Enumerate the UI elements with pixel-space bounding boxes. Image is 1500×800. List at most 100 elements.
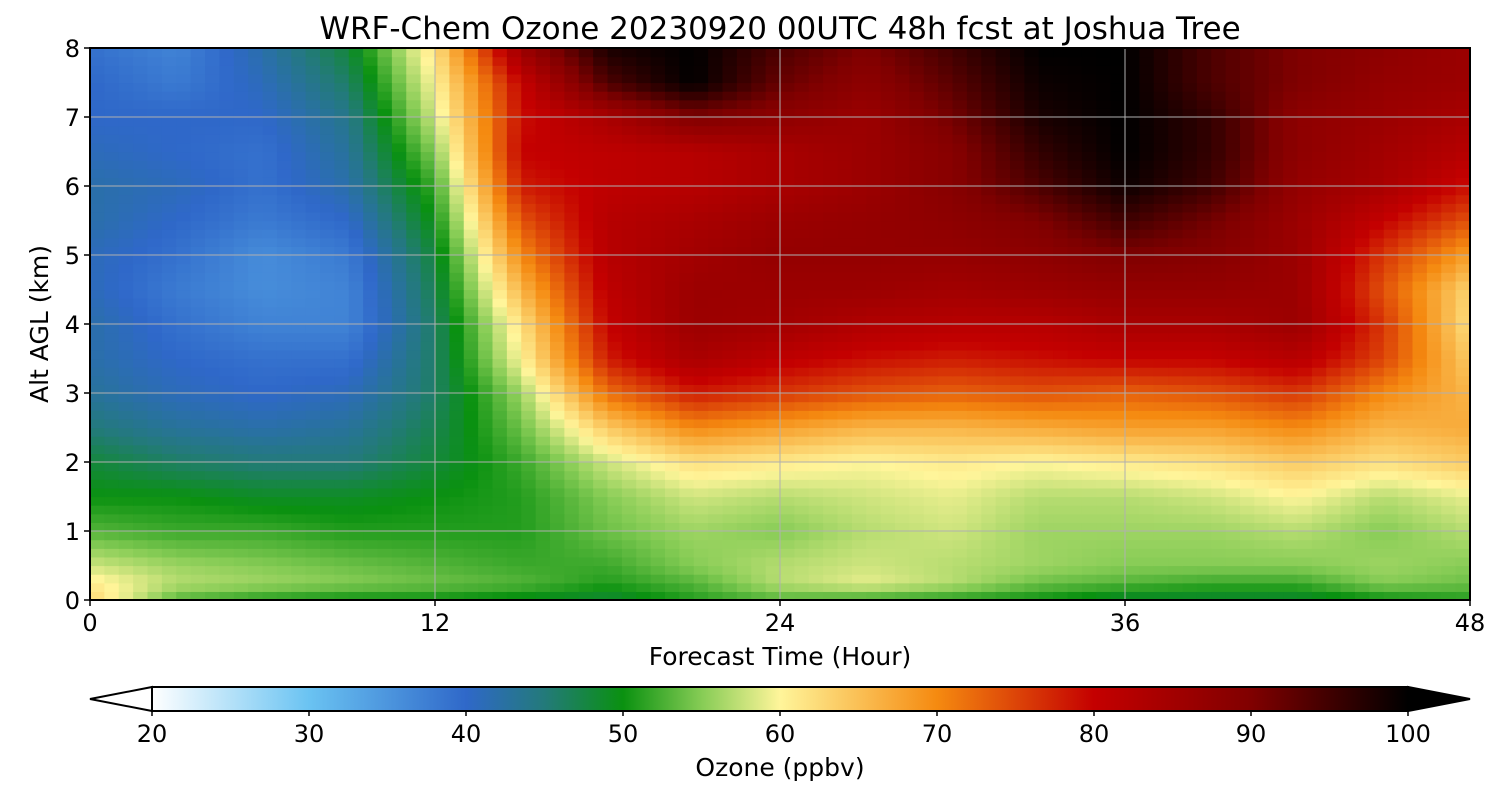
ozone-cell xyxy=(636,332,652,342)
ozone-cell xyxy=(1297,522,1313,532)
ozone-cell xyxy=(808,453,824,463)
ozone-cell xyxy=(1182,513,1198,523)
ozone-cell xyxy=(1426,513,1442,523)
ozone-cell xyxy=(535,229,551,239)
ozone-cell xyxy=(1168,505,1184,515)
ozone-cell xyxy=(406,324,422,334)
ozone-cell xyxy=(205,211,220,222)
ozone-cell xyxy=(1369,384,1385,394)
ozone-cell xyxy=(521,539,537,549)
ozone-cell xyxy=(478,513,494,523)
ozone-cell xyxy=(866,574,882,584)
ozone-cell xyxy=(665,393,680,403)
ozone-cell xyxy=(636,341,652,351)
ozone-cell xyxy=(1383,211,1399,222)
ozone-cell xyxy=(276,349,292,360)
ozone-cell xyxy=(1153,531,1169,541)
ozone-cell xyxy=(665,496,680,506)
ozone-cell xyxy=(1053,393,1069,403)
ozone-cell xyxy=(1053,186,1069,196)
ozone-cell xyxy=(593,367,609,377)
ozone-cell xyxy=(765,453,781,463)
ozone-cell xyxy=(1254,229,1270,239)
ozone-cell xyxy=(262,272,278,282)
ozone-cell xyxy=(981,462,997,472)
ozone-cell xyxy=(118,160,134,170)
ozone-cell xyxy=(1125,177,1140,187)
ozone-cell xyxy=(621,194,637,204)
ozone-cell xyxy=(1225,462,1241,472)
ozone-cell xyxy=(1340,410,1356,420)
ozone-cell xyxy=(1311,229,1327,239)
ozone-cell xyxy=(176,289,192,299)
ozone-cell xyxy=(650,298,666,308)
ozone-cell xyxy=(190,462,206,472)
ozone-cell xyxy=(1153,168,1169,178)
ozone-cell xyxy=(607,384,623,394)
ozone-cell xyxy=(722,513,738,523)
ozone-cell xyxy=(348,401,364,411)
ozone-cell xyxy=(636,272,652,282)
ozone-cell xyxy=(909,358,925,368)
ozone-cell xyxy=(334,522,350,532)
ozone-cell xyxy=(233,418,249,429)
ozone-cell xyxy=(851,384,867,394)
ozone-cell xyxy=(837,177,853,187)
ozone-cell xyxy=(262,375,278,385)
ozone-cell xyxy=(1297,393,1313,403)
ozone-cell xyxy=(1225,246,1241,256)
ozone-cell xyxy=(1441,496,1457,506)
ozone-cell xyxy=(305,349,321,360)
ozone-cell xyxy=(1455,539,1470,549)
ozone-cell xyxy=(1297,548,1313,558)
ozone-cell xyxy=(133,177,149,187)
ozone-cell xyxy=(435,453,450,463)
ozone-cell xyxy=(1412,220,1428,230)
ozone-cell xyxy=(1153,367,1169,377)
ozone-cell xyxy=(895,487,910,498)
ozone-cell xyxy=(665,470,680,480)
ozone-cell xyxy=(118,332,134,342)
ozone-cell xyxy=(262,384,278,394)
ozone-cell xyxy=(1311,470,1327,480)
ozone-cell xyxy=(1326,177,1342,187)
ozone-cell xyxy=(1110,436,1126,446)
ozone-cell xyxy=(808,280,824,291)
ozone-cell xyxy=(1268,418,1284,429)
ozone-cell xyxy=(621,306,637,316)
ozone-cell xyxy=(880,496,896,506)
ozone-cell xyxy=(1024,505,1040,515)
ozone-cell xyxy=(420,160,436,170)
ozone-cell xyxy=(1096,203,1112,213)
ozone-cell xyxy=(866,306,882,316)
ozone-cell xyxy=(866,505,882,515)
ozone-cell xyxy=(621,384,637,394)
ozone-cell xyxy=(435,436,450,446)
ozone-cell xyxy=(233,565,249,575)
ozone-cell xyxy=(492,324,508,334)
ozone-cell xyxy=(1110,591,1126,600)
ozone-cell xyxy=(521,272,537,282)
ozone-cell xyxy=(1254,160,1270,170)
ozone-cell xyxy=(1153,246,1169,256)
ozone-cell xyxy=(1153,479,1169,489)
ozone-cell xyxy=(794,203,810,213)
ozone-cell xyxy=(1383,272,1399,282)
ozone-cell xyxy=(909,246,925,256)
ozone-cell xyxy=(1225,496,1241,506)
ozone-cell xyxy=(1369,539,1385,549)
ozone-cell xyxy=(895,177,910,187)
ozone-cell xyxy=(722,384,738,394)
ozone-cell xyxy=(736,384,752,394)
ozone-cell xyxy=(449,453,465,463)
ozone-cell xyxy=(1340,565,1356,575)
ozone-cell xyxy=(334,341,350,351)
ozone-cell xyxy=(578,565,594,575)
ozone-cell xyxy=(161,298,177,308)
ozone-cell xyxy=(1398,479,1414,489)
ozone-cell xyxy=(1038,280,1054,291)
ozone-cell xyxy=(420,246,436,256)
ozone-cell xyxy=(233,384,249,394)
ozone-cell xyxy=(708,289,724,299)
ozone-cell xyxy=(1139,151,1155,161)
